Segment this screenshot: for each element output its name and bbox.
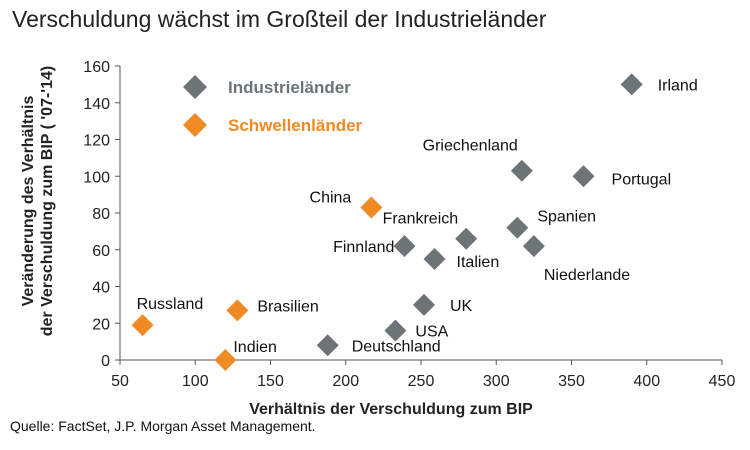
- data-point-frankreich: [455, 227, 478, 250]
- legend-entry: Schwellenländer: [228, 116, 363, 135]
- point-label-china: China: [310, 189, 352, 206]
- data-point-russland: [131, 314, 154, 337]
- y-tick-label: 20: [92, 316, 110, 333]
- point-label-uk: UK: [450, 298, 473, 315]
- data-point-brasilien: [226, 299, 249, 322]
- data-point-griechenland: [510, 159, 533, 182]
- data-point-indien: [214, 349, 237, 371]
- legend-marker: [183, 113, 207, 137]
- tick-labels: 0 20 40 60 80 100 120 140 160 50 100 150 200 250 300 35…: [83, 59, 735, 390]
- data-point-finnland: [393, 235, 416, 258]
- data-point-uk: [413, 293, 436, 316]
- point-label-italien: Italien: [457, 254, 500, 271]
- data-point-irland: [620, 73, 643, 96]
- point-label-irland: Irland: [658, 77, 698, 94]
- data-point-niederlande: [522, 235, 545, 258]
- x-tick-label: 200: [332, 373, 359, 390]
- x-tick-label: 150: [257, 373, 284, 390]
- y-tick-label: 160: [83, 59, 110, 76]
- point-label-deutschland: Deutschland: [352, 338, 441, 355]
- legend: Industrieländer Schwellenländer: [183, 75, 363, 137]
- data-points: [131, 73, 643, 371]
- point-label-griechenland: Griechenland: [423, 138, 518, 155]
- chart-title: Verschuldung wächst im Großteil der Indu…: [12, 6, 547, 32]
- point-label-finnland: Finnland: [333, 239, 394, 256]
- y-tick-label: 100: [83, 169, 110, 186]
- x-axis-label: Verhältnis der Verschuldung zum BIP: [249, 401, 533, 418]
- point-label-russland: Russland: [137, 296, 204, 313]
- x-tick-label: 350: [558, 373, 585, 390]
- x-tick-label: 250: [408, 373, 435, 390]
- data-point-china: [360, 196, 383, 219]
- data-point-deutschland: [316, 334, 339, 357]
- x-tick-label: 400: [633, 373, 660, 390]
- point-labels: Irland Griechenland Portugal Spanien Frankre…: [137, 77, 698, 356]
- data-point-italien: [423, 247, 446, 270]
- source-note: Quelle: FactSet, J.P. Morgan Asset Manag…: [10, 418, 316, 434]
- point-label-indien: Indien: [233, 339, 277, 356]
- point-label-niederlande: Niederlande: [544, 267, 630, 284]
- point-label-portugal: Portugal: [612, 171, 672, 188]
- data-point-spanien: [506, 216, 529, 239]
- y-tick-label: 120: [83, 133, 110, 150]
- y-axis-label-line-2: der Verschuldung zum BIP ( '07-'14): [39, 66, 56, 337]
- legend-entry: Industrieländer: [228, 78, 351, 97]
- x-tick-label: 300: [483, 373, 510, 390]
- point-label-usa: USA: [415, 324, 448, 341]
- x-tick-label: 50: [111, 373, 129, 390]
- x-tick-label: 450: [709, 373, 736, 390]
- y-tick-label: 40: [92, 280, 110, 297]
- legend-marker: [183, 75, 207, 99]
- data-point-usa: [384, 319, 407, 342]
- data-point-portugal: [572, 165, 595, 188]
- y-tick-label: 60: [92, 243, 110, 260]
- point-label-spanien: Spanien: [537, 209, 596, 226]
- x-tick-label: 100: [182, 373, 209, 390]
- point-label-frankreich: Frankreich: [383, 211, 459, 228]
- y-axis-label-line-1: Veränderung des Verhältnis: [20, 96, 37, 307]
- y-tick-label: 140: [83, 96, 110, 113]
- point-label-brasilien: Brasilien: [257, 298, 318, 315]
- y-tick-label: 80: [92, 206, 110, 223]
- y-tick-label: 0: [101, 353, 110, 370]
